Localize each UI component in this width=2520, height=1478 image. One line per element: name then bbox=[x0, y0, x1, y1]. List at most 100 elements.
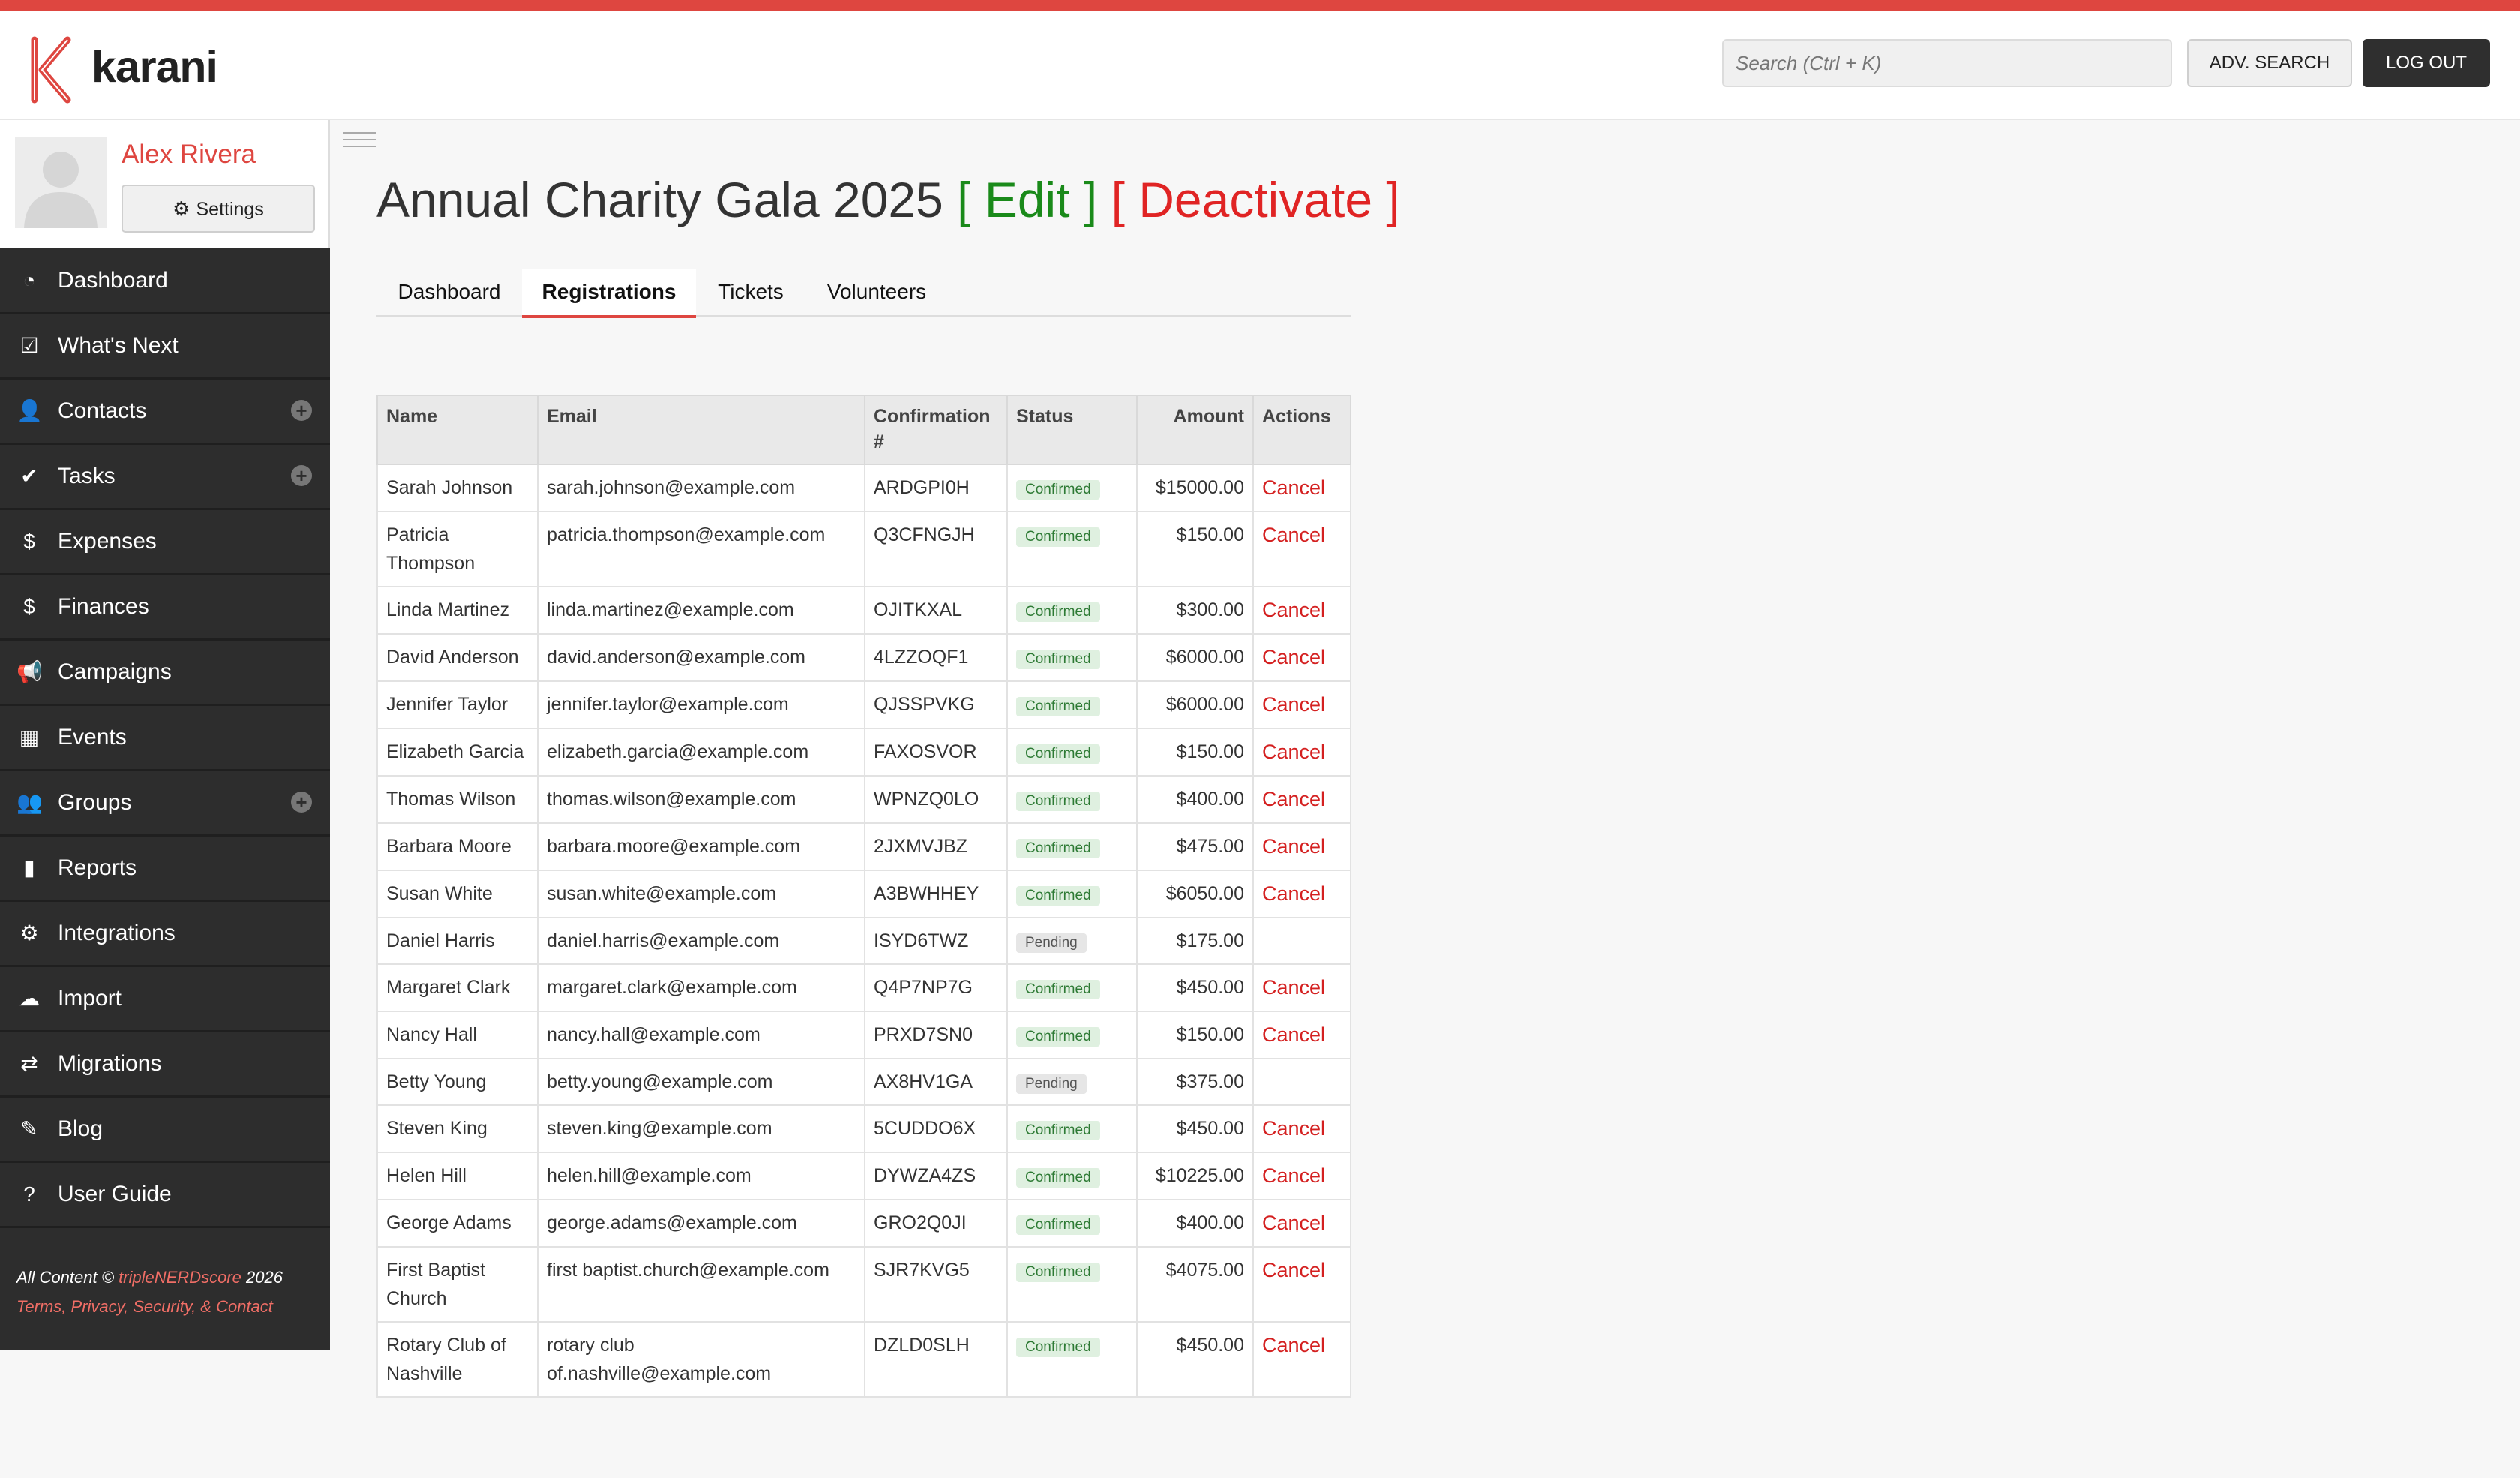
sidebar-item-events[interactable]: ▦ Events bbox=[0, 706, 330, 771]
sidebar-item-import[interactable]: ☁ Import bbox=[0, 967, 330, 1032]
menu-toggle-icon[interactable] bbox=[344, 132, 376, 149]
sidebar-item-tasks[interactable]: ✔ Tasks + bbox=[0, 445, 330, 510]
sidebar-item-finances[interactable]: $ Finances bbox=[0, 575, 330, 641]
table-row: Steven King steven.king@example.com 5CUDDO… bbox=[376, 1104, 1352, 1153]
table-row: Patricia Thompson patricia.thompson@examp… bbox=[376, 511, 1352, 587]
registration-amount: $400.00 bbox=[1136, 1199, 1254, 1248]
column-header-status: Status bbox=[1006, 395, 1138, 465]
karani-logo-icon bbox=[31, 36, 71, 104]
calendar-icon: ▦ bbox=[19, 725, 40, 749]
cancel-registration-link[interactable]: Cancel bbox=[1262, 476, 1326, 499]
table-row: Elizabeth Garcia elizabeth.garcia@example… bbox=[376, 728, 1352, 777]
sidebar-item-contacts[interactable]: 👤 Contacts + bbox=[0, 380, 330, 445]
confirmation-code: QJSSPVKG bbox=[864, 680, 1008, 729]
cancel-registration-link[interactable]: Cancel bbox=[1262, 1023, 1326, 1046]
registration-amount: $6050.00 bbox=[1136, 870, 1254, 918]
cancel-registration-link[interactable]: Cancel bbox=[1262, 1117, 1326, 1140]
registration-amount: $150.00 bbox=[1136, 1011, 1254, 1059]
footer-legal-link[interactable]: Terms, Privacy, Security, & Contact bbox=[16, 1297, 273, 1316]
registrant-name: Linda Martinez bbox=[376, 586, 538, 635]
table-row: Susan White susan.white@example.com A3BWHH… bbox=[376, 870, 1352, 918]
registrant-email: helen.hill@example.com bbox=[537, 1152, 866, 1200]
sidebar-item-groups[interactable]: 👥 Groups + bbox=[0, 771, 330, 837]
table-row: Sarah Johnson sarah.johnson@example.com AR… bbox=[376, 464, 1352, 512]
tab-dashboard[interactable]: Dashboard bbox=[398, 280, 501, 303]
column-header-amount: Amount bbox=[1136, 395, 1254, 465]
edit-link[interactable]: [ Edit ] bbox=[957, 172, 1098, 227]
column-header-confirmation: Confirmation # bbox=[864, 395, 1008, 465]
confirmation-code: 2JXMVJBZ bbox=[864, 822, 1008, 871]
registrant-name: Helen Hill bbox=[376, 1152, 538, 1200]
sidebar-item-integrations[interactable]: ⚙ Integrations bbox=[0, 902, 330, 967]
cancel-registration-link[interactable]: Cancel bbox=[1262, 599, 1326, 621]
registration-amount: $6000.00 bbox=[1136, 633, 1254, 682]
cancel-registration-link[interactable]: Cancel bbox=[1262, 1334, 1326, 1356]
user-name[interactable]: Alex Rivera bbox=[122, 140, 256, 169]
footer-brand-link[interactable]: tripleNERDscore bbox=[118, 1268, 242, 1287]
cancel-registration-link[interactable]: Cancel bbox=[1262, 835, 1326, 858]
settings-button[interactable]: ⚙ Settings bbox=[122, 185, 315, 233]
sidebar-item-whats-next[interactable]: ☑ What's Next bbox=[0, 314, 330, 380]
cancel-registration-link[interactable]: Cancel bbox=[1262, 741, 1326, 763]
settings-label: Settings bbox=[196, 199, 264, 220]
confirmation-code: DYWZA4ZS bbox=[864, 1152, 1008, 1200]
registrant-email: steven.king@example.com bbox=[537, 1104, 866, 1153]
sidebar-item-campaigns[interactable]: 📢 Campaigns bbox=[0, 641, 330, 706]
cancel-registration-link[interactable]: Cancel bbox=[1262, 976, 1326, 999]
column-header-name: Name bbox=[376, 395, 538, 465]
status-cell: Confirmed bbox=[1006, 586, 1138, 635]
registrant-email: margaret.clark@example.com bbox=[537, 963, 866, 1012]
registrant-email: linda.martinez@example.com bbox=[537, 586, 866, 635]
cancel-registration-link[interactable]: Cancel bbox=[1262, 693, 1326, 716]
cancel-registration-link[interactable]: Cancel bbox=[1262, 788, 1326, 810]
registrant-name: David Anderson bbox=[376, 633, 538, 682]
tab-volunteers[interactable]: Volunteers bbox=[826, 280, 927, 303]
registrant-email: susan.white@example.com bbox=[537, 870, 866, 918]
sidebar-item-migrations[interactable]: ⇄ Migrations bbox=[0, 1032, 330, 1098]
table-row: Linda Martinez linda.martinez@example.com… bbox=[376, 586, 1352, 635]
cancel-registration-link[interactable]: Cancel bbox=[1262, 1212, 1326, 1234]
tab-registrations[interactable]: Registrations bbox=[522, 269, 696, 318]
actions-cell: Cancel bbox=[1252, 464, 1352, 512]
deactivate-link[interactable]: [ Deactivate ] bbox=[1111, 172, 1400, 227]
add-contact-icon[interactable]: + bbox=[291, 400, 312, 421]
registration-amount: $375.00 bbox=[1136, 1058, 1254, 1106]
registrant-name: George Adams bbox=[376, 1199, 538, 1248]
logo-text: karani bbox=[92, 42, 218, 92]
user-icon: 👤 bbox=[16, 399, 43, 422]
cancel-registration-link[interactable]: Cancel bbox=[1262, 524, 1326, 546]
actions-cell: Cancel bbox=[1252, 1104, 1352, 1153]
status-cell: Confirmed bbox=[1006, 1152, 1138, 1200]
add-group-icon[interactable]: + bbox=[291, 792, 312, 813]
cancel-registration-link[interactable]: Cancel bbox=[1262, 882, 1326, 905]
cancel-registration-link[interactable]: Cancel bbox=[1262, 646, 1326, 668]
cancel-registration-link[interactable]: Cancel bbox=[1262, 1259, 1326, 1281]
registration-amount: $300.00 bbox=[1136, 586, 1254, 635]
registration-amount: $15000.00 bbox=[1136, 464, 1254, 512]
page-title: Annual Charity Gala 2025 [ Edit ] [ Deac… bbox=[376, 171, 1400, 228]
search-input[interactable] bbox=[1722, 39, 2172, 87]
cancel-registration-link[interactable]: Cancel bbox=[1262, 1164, 1326, 1187]
sidebar-item-dashboard[interactable]: ◔ Dashboard bbox=[0, 249, 330, 314]
tab-tickets[interactable]: Tickets bbox=[718, 280, 784, 303]
sidebar-item-blog[interactable]: ✎ Blog bbox=[0, 1098, 330, 1163]
sidebar-item-expenses[interactable]: $ Expenses bbox=[0, 510, 330, 575]
status-cell: Confirmed bbox=[1006, 511, 1138, 587]
table-row: Rotary Club of Nashville rotary club of.n… bbox=[376, 1321, 1352, 1398]
status-cell: Confirmed bbox=[1006, 1199, 1138, 1248]
avatar[interactable] bbox=[15, 137, 106, 228]
table-row: Margaret Clark margaret.clark@example.com… bbox=[376, 963, 1352, 1012]
sidebar-item-user-guide[interactable]: ? User Guide bbox=[0, 1163, 330, 1228]
actions-cell: Cancel bbox=[1252, 728, 1352, 777]
add-task-icon[interactable]: + bbox=[291, 465, 312, 486]
table-header-row: Name Email Confirmation # Status Amount … bbox=[376, 395, 1352, 465]
logout-button[interactable]: LOG OUT bbox=[2362, 39, 2490, 87]
status-cell: Confirmed bbox=[1006, 1321, 1138, 1398]
adv-search-button[interactable]: ADV. SEARCH bbox=[2187, 39, 2352, 87]
actions-cell: Cancel bbox=[1252, 511, 1352, 587]
registrant-email: david.anderson@example.com bbox=[537, 633, 866, 682]
sidebar-item-reports[interactable]: ▮ Reports bbox=[0, 837, 330, 902]
question-icon: ? bbox=[23, 1182, 35, 1206]
status-badge: Confirmed bbox=[1016, 744, 1100, 764]
registrant-email: sarah.johnson@example.com bbox=[537, 464, 866, 512]
